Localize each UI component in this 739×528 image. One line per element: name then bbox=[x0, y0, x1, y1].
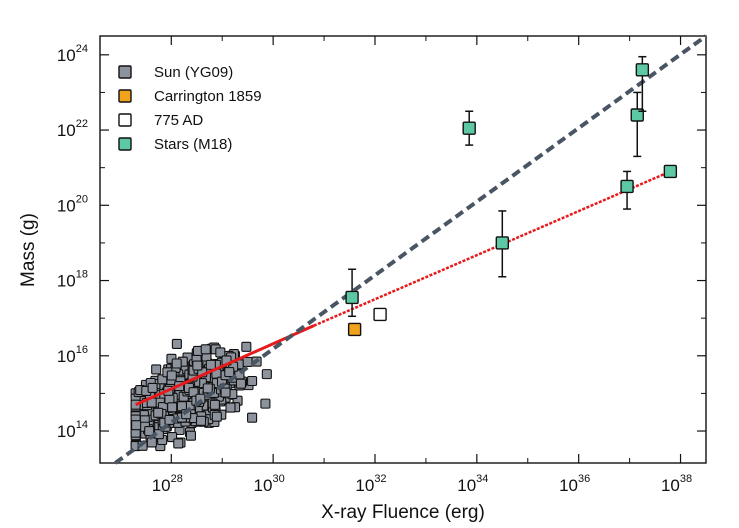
x-tick-label: 1038 bbox=[661, 473, 692, 495]
x-tick-label: 1030 bbox=[254, 473, 285, 495]
ad775-point bbox=[373, 307, 387, 322]
sun-point bbox=[225, 402, 236, 413]
sun-point bbox=[192, 360, 203, 371]
legend-swatch bbox=[118, 65, 132, 79]
star-point bbox=[630, 108, 644, 122]
fit-line-solid-red bbox=[135, 324, 315, 407]
legend-swatch bbox=[118, 113, 132, 127]
star-point bbox=[663, 164, 678, 179]
sun-point bbox=[185, 430, 196, 441]
y-tick-label: 1022 bbox=[57, 118, 88, 140]
y-tick-label: 1020 bbox=[57, 193, 88, 215]
fit-line-dotted-red bbox=[313, 170, 671, 327]
sun-point bbox=[153, 407, 164, 418]
legend-swatch bbox=[118, 89, 132, 103]
sun-point bbox=[260, 398, 271, 409]
legend-label: 775 AD bbox=[154, 112, 203, 129]
sun-point bbox=[195, 415, 207, 426]
x-tick-label: 1036 bbox=[559, 473, 590, 495]
sun-point bbox=[131, 420, 142, 431]
legend-label: Sun (YG09) bbox=[154, 64, 233, 81]
y-tick-label: 1016 bbox=[57, 344, 88, 366]
star-point bbox=[635, 63, 650, 77]
sun-point bbox=[247, 375, 258, 387]
sun-point bbox=[242, 356, 253, 368]
x-tick-label: 1034 bbox=[457, 473, 488, 495]
y-tick-label: 1024 bbox=[57, 43, 88, 65]
y-axis-title: Mass (g) bbox=[18, 213, 39, 287]
legend-label: Carrington 1859 bbox=[154, 88, 262, 105]
sun-point bbox=[146, 437, 157, 448]
sun-point bbox=[211, 411, 222, 422]
sun-point bbox=[215, 347, 226, 358]
star-point bbox=[495, 236, 510, 250]
highlight-markers bbox=[345, 55, 678, 337]
sun-point bbox=[247, 412, 258, 423]
y-tick-label: 1018 bbox=[57, 269, 88, 291]
sun-point bbox=[173, 438, 184, 449]
sun-point bbox=[171, 358, 182, 369]
sun-point bbox=[220, 387, 231, 398]
sun-point bbox=[202, 383, 213, 394]
y-tick-label: 1014 bbox=[57, 419, 88, 441]
legend: Sun (YG09) Carrington 1859 775 AD Stars (M1… bbox=[118, 64, 262, 153]
fit-lines bbox=[114, 34, 708, 465]
sun-point bbox=[200, 344, 211, 355]
sun-point bbox=[224, 367, 235, 378]
legend-label: Stars (M18) bbox=[154, 136, 232, 153]
sun-point bbox=[241, 341, 252, 352]
star-point bbox=[462, 121, 476, 135]
star-point bbox=[620, 179, 634, 194]
fit-line-dashed-gray bbox=[114, 34, 708, 465]
sun-point bbox=[144, 426, 155, 437]
legend-swatch bbox=[118, 137, 132, 151]
axis-ticks: 1028 1030 1032 1034 1036 1038 1014 1016 1018 1020… bbox=[57, 36, 706, 495]
x-tick-label: 1032 bbox=[355, 473, 386, 495]
x-axis-title: X-ray Fluence (erg) bbox=[321, 502, 485, 523]
plot-frame bbox=[99, 35, 707, 464]
sun-point bbox=[147, 382, 158, 393]
sun-point bbox=[171, 338, 182, 349]
sun-point bbox=[205, 359, 216, 370]
sun-point bbox=[166, 370, 177, 381]
star-point bbox=[345, 290, 359, 305]
x-tick-label: 1028 bbox=[152, 473, 183, 495]
sun-point bbox=[209, 399, 220, 410]
sun-point bbox=[151, 364, 162, 375]
sun-point bbox=[167, 402, 178, 413]
sun-point bbox=[235, 378, 247, 389]
sun-point bbox=[261, 369, 272, 380]
carrington-point bbox=[347, 322, 362, 337]
